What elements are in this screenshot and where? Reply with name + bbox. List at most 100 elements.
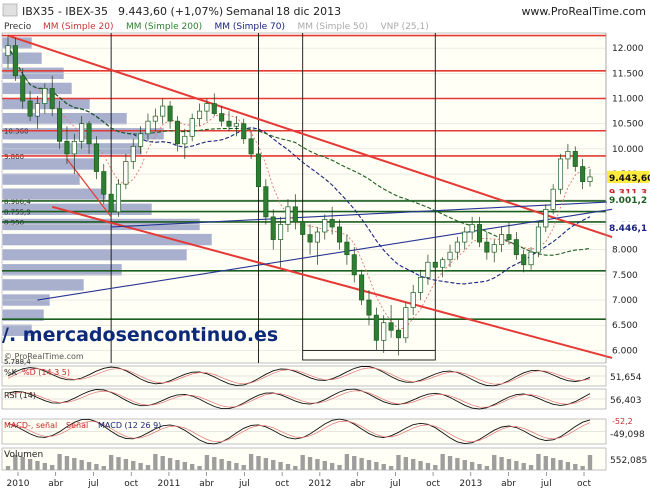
volume-bar [108, 455, 114, 470]
candle-body [57, 108, 63, 142]
profile-label: 9.860 [4, 153, 24, 161]
volume-bar [492, 455, 497, 470]
candle-body [278, 224, 284, 240]
candle-body [79, 123, 85, 142]
x-tick-label: oct [275, 479, 289, 489]
candle-body [557, 158, 564, 190]
legend-item: MM (Simple 50) [298, 22, 368, 32]
candle-body [20, 75, 26, 102]
uptrend-line [37, 208, 613, 301]
volume-bar [521, 463, 526, 470]
indicator-label: %D (14 3 5) [22, 368, 70, 377]
volume-bar [35, 461, 40, 470]
annotation-boxes [110, 33, 436, 363]
volume-bar [587, 455, 593, 470]
candle-body [263, 186, 269, 218]
candle-body [189, 118, 195, 137]
volume-bar [50, 465, 55, 470]
profile-label: 8.755,9 [4, 209, 31, 217]
x-tick-label: 2013 [459, 479, 482, 489]
volume-bar [57, 454, 62, 470]
candle-body [86, 123, 92, 145]
candle-body [219, 113, 225, 122]
candle-body [425, 261, 431, 278]
candles [5, 35, 593, 356]
candle-body [403, 307, 409, 339]
indicator-value: 552,085 [610, 456, 647, 466]
candle-body [307, 234, 313, 243]
ma-simple-70 [7, 45, 591, 285]
candle-body [469, 224, 475, 233]
candle-body [499, 234, 505, 245]
volume-bar [138, 463, 143, 470]
volume-bar [477, 464, 482, 470]
candle-body [572, 151, 578, 167]
profile-bar [1, 248, 188, 261]
price-tag-label: 9.443,60 [609, 174, 650, 184]
volume-bar [462, 460, 467, 470]
volume-bar [160, 456, 165, 470]
candle-body [101, 171, 107, 195]
volume-bar [226, 461, 232, 470]
candle-body [491, 244, 497, 253]
candle-body [322, 219, 328, 233]
channel-lower-line [51, 205, 613, 359]
x-tick-label: 2011 [157, 479, 180, 489]
price-tags: 9.443,609.311,39.001,28.446,1 [607, 170, 650, 234]
volume-bar [418, 461, 423, 470]
x-tick-label: jul [540, 479, 552, 489]
candle-body [344, 241, 350, 256]
candle-body [336, 226, 343, 243]
candle-body [93, 143, 99, 172]
volume-bar [212, 457, 217, 470]
volume-bar [440, 454, 445, 470]
header-site[interactable]: www.ProRealTime.com [521, 5, 646, 18]
volume-bar [248, 454, 254, 470]
volume-bar [580, 466, 585, 470]
candle-body [211, 103, 217, 114]
candle-body [359, 274, 365, 301]
profile-bar [1, 263, 123, 277]
indicator-value: 51,654 [610, 373, 642, 383]
volume-bar [411, 459, 416, 470]
candle-body [49, 88, 55, 109]
volume-bar [514, 461, 519, 470]
header-icon[interactable] [2, 3, 18, 17]
volume-bar [352, 456, 357, 470]
candle-body [351, 254, 357, 276]
candle-body [255, 153, 262, 188]
volume-bar [64, 456, 70, 470]
candle-body [329, 219, 335, 228]
volume-bar [337, 465, 342, 470]
candle-body [5, 45, 11, 57]
y-tick-label: 7.500 [612, 271, 638, 281]
volume-bar [543, 456, 548, 470]
watermark: /. mercadosencontinuo.es [2, 324, 278, 346]
legend-item: VNP (25,1) [381, 22, 429, 32]
volume-bar [263, 458, 269, 470]
x-tick-label: jul [238, 479, 250, 489]
candle-body [476, 224, 483, 243]
x-tick-label: jul [389, 479, 401, 489]
y-tick-label: 6.000 [612, 346, 638, 356]
volume-bar [447, 456, 453, 470]
profile-bar [1, 308, 45, 322]
candle-body [204, 103, 210, 112]
volume-bar [344, 454, 350, 470]
volume-bar [101, 466, 106, 470]
indicator-signal-line [7, 420, 591, 443]
x-tick-label: abr [350, 479, 365, 489]
y-tick-label: 10.000 [612, 145, 644, 155]
profile-label: 5.788,4 [4, 358, 31, 366]
candle-body [587, 176, 593, 182]
candle-body [484, 241, 490, 253]
volume-bar [27, 459, 33, 470]
volume-bar [167, 458, 173, 470]
candle-body [366, 299, 372, 316]
volume-bar [381, 464, 386, 470]
indicator-panels: %K %D (14 3 5) 51,654 RSI (14) 56,403 MACD-, … [1, 365, 649, 471]
volume-bar [550, 458, 556, 470]
volume-bar [403, 457, 409, 470]
candle-body [395, 329, 401, 339]
